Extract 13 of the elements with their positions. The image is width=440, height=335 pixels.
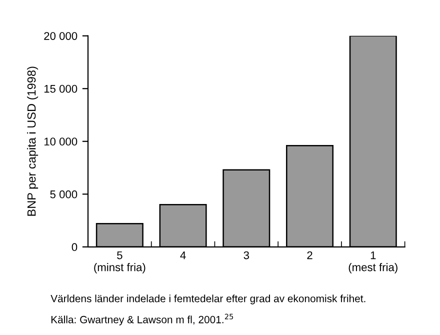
x-tick-label: 4 (180, 251, 186, 260)
x-tick-label: 1 (mest fria) (348, 251, 398, 274)
text: Världens länder indelade i femtedelar efter grad av ekonomisk frihet. (50, 294, 366, 304)
y-tick-label: 0 (72, 243, 78, 252)
text: Källa: Gwartney & Lawson m fl, 2001.$^{25}$ (51, 314, 234, 326)
y-tick-label: 20 000 (44, 32, 78, 40)
x-tick-label: 2 (307, 251, 312, 260)
y-tick-label: 15 000 (44, 84, 78, 93)
x-tick-label: 5 (minst fria) (94, 251, 146, 274)
y-axis-title: BNP per capita i USD (1998) (27, 66, 38, 216)
x-tick-label: 3 (244, 251, 249, 260)
y-tick-label: 5 000 (50, 190, 78, 198)
y-tick-label: 10 000 (44, 138, 78, 146)
